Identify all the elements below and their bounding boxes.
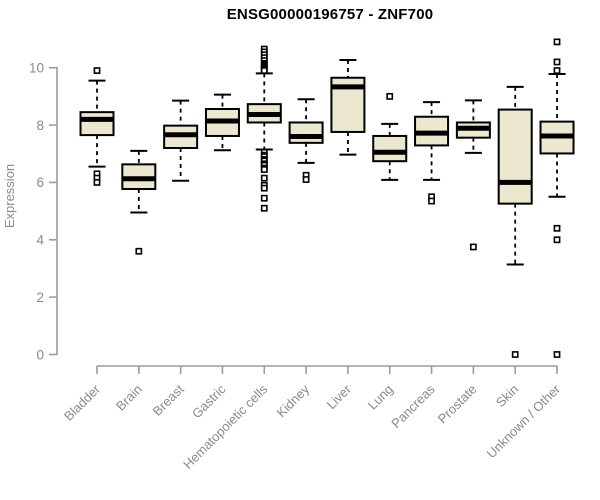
outlier-point [260,67,268,74]
outlier-point [93,179,101,186]
box-kidney [288,98,324,183]
svg-text:2: 2 [36,290,44,305]
outlier-point [511,351,519,358]
svg-text:4: 4 [36,233,44,248]
outlier-point [553,224,561,232]
outlier-point [302,176,310,183]
outlier-point [386,92,394,100]
outlier-point [260,166,268,173]
chart-title: ENSG00000196757 - ZNF700 [226,6,434,23]
outlier-point [553,236,561,244]
box-hematopoietic-cells [246,45,282,212]
outlier-point [553,38,561,46]
svg-text:10: 10 [29,61,44,76]
outlier-point [553,67,561,74]
x-tick-label: Kidney [274,381,313,420]
outlier-point [93,67,101,74]
x-tick-label: Unknown / Other [484,381,564,461]
outlier-point [553,351,561,358]
x-tick-label: Skin [493,382,521,410]
outlier-point [260,194,268,202]
x-tick-label: Liver [324,381,355,412]
svg-text:0: 0 [36,347,44,362]
x-tick-label: Prostate [435,382,480,427]
x-tick-label: Breast [150,381,187,418]
box-skin [497,85,533,358]
outlier-point [260,174,268,182]
box-bladder [79,67,115,186]
outlier-point [260,204,268,212]
x-tick-label: Pancreas [388,381,438,431]
box-prostate [455,99,491,251]
x-tick-label: Gastric [189,381,229,421]
box-breast [163,99,199,182]
y-axis-label: Expression [2,164,17,228]
svg-text:8: 8 [36,118,44,133]
box-gastric [204,93,240,152]
outlier-point [260,184,268,192]
box-pancreas [414,101,450,205]
box-unknown-other [539,38,575,358]
box-brain [121,149,157,255]
outlier-point [135,247,143,255]
x-tick-label: Brain [113,382,145,414]
box-lung [372,92,408,181]
outlier-point [553,58,561,66]
svg-text:6: 6 [36,175,44,190]
outlier-point [469,243,477,251]
x-tick-label: Bladder [61,381,104,424]
box-liver [330,58,366,156]
outlier-point [428,197,435,205]
y-axis: 0 2 4 6 8 10 Expression [2,61,58,362]
x-tick-label: Lung [365,382,396,413]
